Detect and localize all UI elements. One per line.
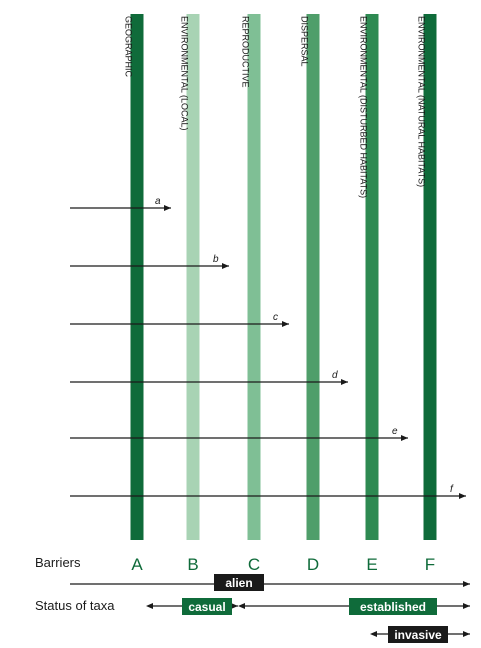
status-row-label: Status of taxa	[35, 598, 115, 613]
barrier-bar-d	[306, 14, 320, 540]
barrier-bar-c	[247, 14, 261, 540]
pathway-label-a: a	[155, 196, 161, 207]
alien-label: alien	[225, 576, 252, 590]
barrier-bar-b	[186, 14, 200, 540]
barrier-letter-d: D	[307, 555, 319, 574]
barrier-letter-a: A	[131, 555, 143, 574]
barrier-letter-f: F	[425, 555, 435, 574]
alien-box	[214, 574, 264, 591]
barrier-label-a: GEOGRAPHIC	[124, 16, 134, 78]
pathway-label-f: f	[450, 484, 454, 495]
barrier-bar-f	[423, 14, 437, 540]
barriers-row-label: Barriers	[35, 555, 81, 570]
pathway-label-d: d	[332, 370, 338, 381]
invasive-box	[388, 626, 448, 643]
invasive-label: invasive	[394, 628, 442, 642]
barrier-letter-c: C	[248, 555, 260, 574]
barrier-bar-e	[365, 14, 379, 540]
barrier-label-b: ENVIRONMENTAL (LOCAL)	[180, 16, 190, 131]
pathway-label-e: e	[392, 426, 398, 437]
established-box	[349, 598, 437, 615]
barrier-letter-b: B	[187, 555, 198, 574]
barrier-letter-e: E	[366, 555, 377, 574]
casual-box	[182, 598, 232, 615]
barrier-bar-a	[130, 14, 144, 540]
barrier-label-f: ENVIRONMENTAL (NATURAL HABITATS)	[417, 16, 427, 187]
established-label: established	[360, 600, 426, 614]
barrier-label-e: ENVIRONMENTAL (DISTURBED HABITATS)	[359, 16, 369, 198]
barrier-label-c: REPRODUCTIVE	[241, 16, 251, 88]
barrier-label-d: DISPERSAL	[300, 16, 310, 67]
casual-label: casual	[188, 600, 225, 614]
pathway-label-b: b	[213, 254, 219, 265]
pathway-label-c: c	[273, 312, 278, 323]
